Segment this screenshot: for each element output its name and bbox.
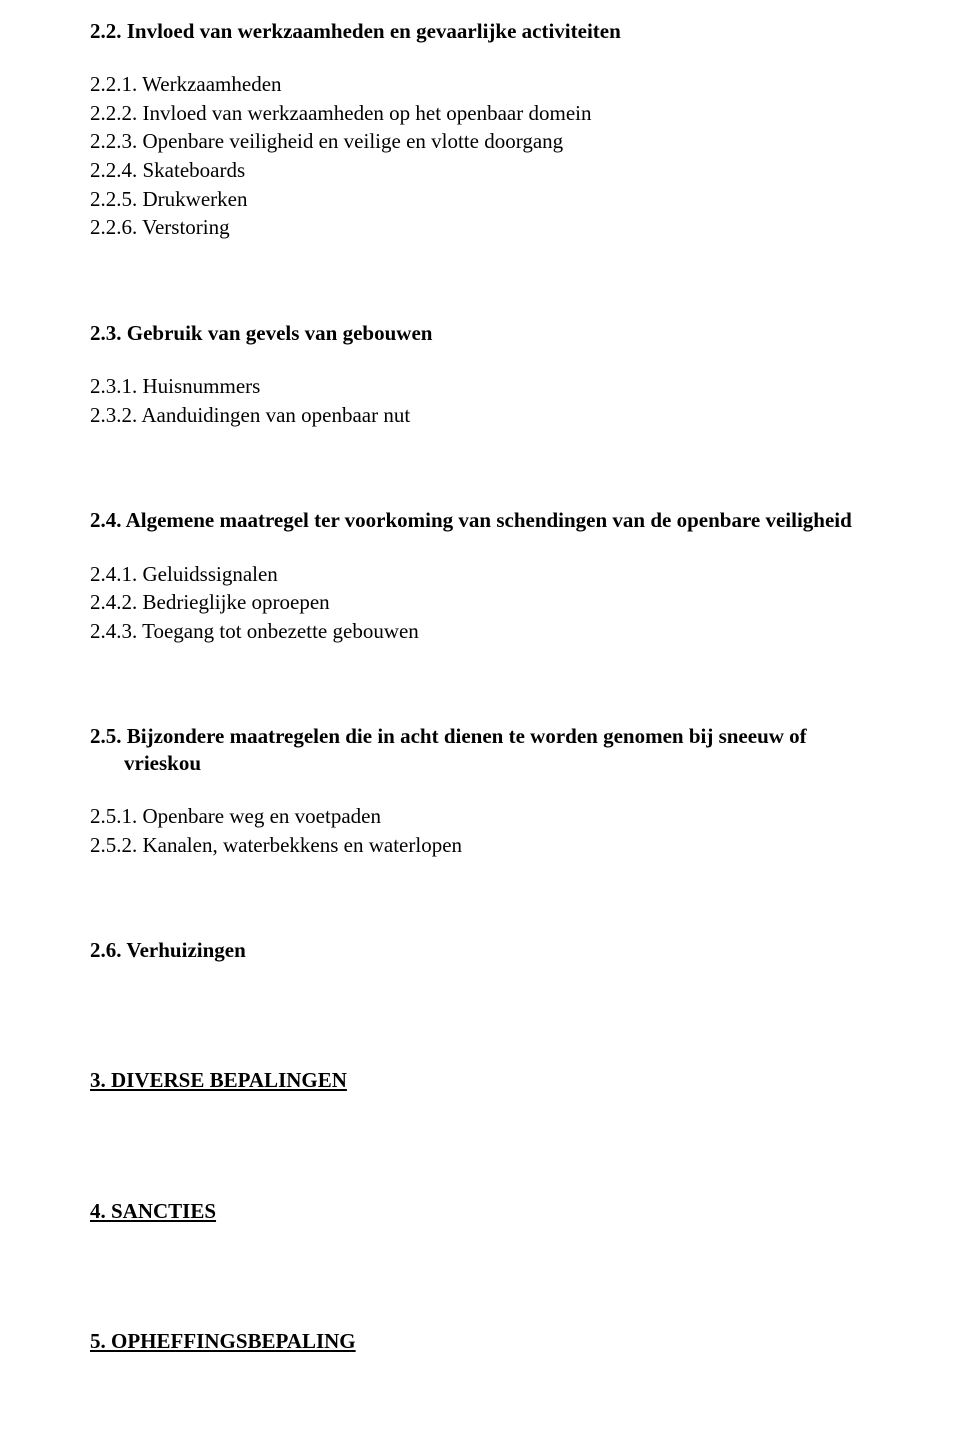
toc-item: 2.2.6. Verstoring: [90, 215, 870, 241]
toc-item: 2.5.1. Openbare weg en voetpaden: [90, 804, 870, 830]
section-3-title: 3. DIVERSE BEPALINGEN: [90, 1068, 347, 1092]
section-5-title: 5. OPHEFFINGSBEPALING: [90, 1329, 356, 1353]
toc-item: 2.5.2. Kanalen, waterbekkens en waterlop…: [90, 833, 870, 859]
toc-item: 2.3.2. Aanduidingen van openbaar nut: [90, 403, 870, 429]
toc-item: 2.2.5. Drukwerken: [90, 187, 870, 213]
toc-item: 2.2.1. Werkzaamheden: [90, 72, 870, 98]
toc-item: 2.2.4. Skateboards: [90, 158, 870, 184]
toc-item: 2.4.3. Toegang tot onbezette gebouwen: [90, 619, 870, 645]
document-page: 2.2. Invloed van werkzaamheden en gevaar…: [0, 0, 870, 1394]
section-2-4-title: 2.4. Algemene maatregel ter voorkoming v…: [90, 507, 870, 533]
section-2-3-title: 2.3. Gebruik van gevels van gebouwen: [90, 320, 870, 346]
toc-item: 2.4.2. Bedrieglijke oproepen: [90, 590, 870, 616]
section-2-6-title: 2.6. Verhuizingen: [90, 937, 870, 963]
section-2-2-title: 2.2. Invloed van werkzaamheden en gevaar…: [90, 18, 870, 44]
section-4-title: 4. SANCTIES: [90, 1199, 216, 1223]
toc-item: 2.3.1. Huisnummers: [90, 374, 870, 400]
toc-item: 2.2.2. Invloed van werkzaamheden op het …: [90, 101, 870, 127]
toc-item: 2.2.3. Openbare veiligheid en veilige en…: [90, 129, 870, 155]
section-2-5-title: 2.5. Bijzondere maatregelen die in acht …: [90, 723, 870, 776]
toc-item: 2.4.1. Geluidssignalen: [90, 562, 870, 588]
